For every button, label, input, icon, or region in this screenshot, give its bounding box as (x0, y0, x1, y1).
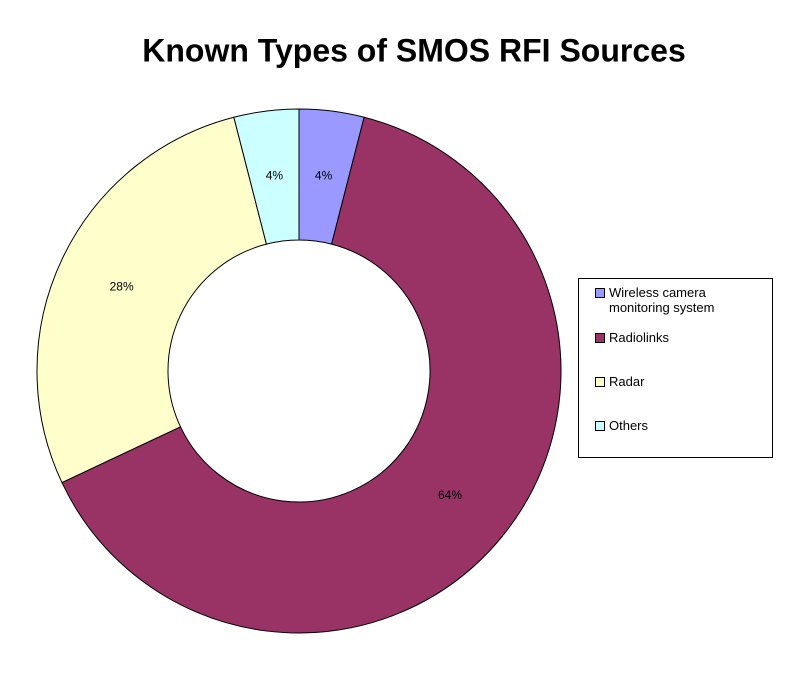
legend-label: Radiolinks (609, 330, 669, 345)
legend-swatch (595, 333, 605, 343)
donut-segment (61, 116, 562, 634)
legend-label: Wireless camera monitoring system (609, 285, 715, 315)
legend-swatch (595, 377, 605, 387)
legend-entry: Others (595, 418, 759, 433)
data-label: 64% (438, 488, 462, 502)
legend-swatch (595, 421, 605, 431)
legend-entry: Wireless camera monitoring system (595, 285, 759, 315)
legend-label: Others (609, 418, 649, 433)
donut-segment (36, 116, 268, 484)
data-label: 4% (266, 169, 284, 183)
legend-swatch (595, 288, 605, 298)
legend-entry: Radiolinks (595, 330, 759, 345)
legend-entry: Radar (595, 374, 759, 389)
legend-label: Radar (609, 374, 645, 389)
legend: Wireless camera monitoring system Radioli… (578, 278, 773, 458)
data-label: 28% (110, 280, 134, 294)
donut-segment (233, 108, 300, 245)
data-label: 4% (315, 169, 333, 183)
chart-title: Known Types of SMOS RFI Sources (142, 32, 685, 68)
